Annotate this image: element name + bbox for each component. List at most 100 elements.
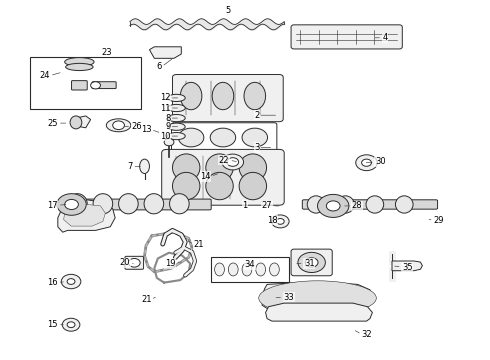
Ellipse shape — [178, 128, 204, 147]
Ellipse shape — [68, 194, 87, 214]
Bar — [211, 257, 289, 282]
Ellipse shape — [259, 281, 376, 315]
Text: 16: 16 — [47, 278, 58, 287]
Text: 15: 15 — [48, 320, 58, 329]
Ellipse shape — [168, 132, 185, 140]
Text: 21: 21 — [142, 295, 152, 304]
Text: 7: 7 — [127, 162, 132, 171]
Ellipse shape — [210, 128, 236, 147]
Ellipse shape — [206, 172, 233, 200]
Ellipse shape — [362, 159, 371, 166]
Ellipse shape — [242, 263, 252, 276]
Ellipse shape — [222, 154, 244, 170]
Ellipse shape — [140, 159, 149, 174]
Text: 30: 30 — [375, 157, 386, 166]
Ellipse shape — [164, 139, 174, 146]
Text: 35: 35 — [402, 263, 413, 271]
Ellipse shape — [318, 194, 349, 217]
FancyBboxPatch shape — [291, 25, 402, 49]
Text: 34: 34 — [245, 260, 255, 269]
Ellipse shape — [270, 263, 279, 276]
Text: 20: 20 — [120, 258, 130, 267]
Text: 26: 26 — [131, 122, 142, 131]
Ellipse shape — [256, 263, 266, 276]
Ellipse shape — [170, 194, 189, 214]
Ellipse shape — [172, 154, 200, 181]
Ellipse shape — [168, 104, 185, 112]
Ellipse shape — [206, 154, 233, 181]
FancyBboxPatch shape — [162, 149, 284, 205]
Polygon shape — [392, 261, 422, 271]
Text: 23: 23 — [101, 48, 112, 57]
Text: 11: 11 — [160, 104, 171, 113]
Ellipse shape — [356, 155, 377, 171]
Polygon shape — [58, 200, 115, 232]
Ellipse shape — [65, 199, 78, 210]
Ellipse shape — [70, 116, 82, 129]
Text: 31: 31 — [304, 259, 315, 268]
FancyBboxPatch shape — [125, 256, 144, 269]
Bar — [30, 57, 141, 109]
Ellipse shape — [326, 201, 340, 211]
FancyBboxPatch shape — [61, 199, 211, 210]
Ellipse shape — [244, 82, 266, 110]
FancyBboxPatch shape — [172, 75, 283, 122]
Ellipse shape — [172, 172, 200, 200]
Ellipse shape — [227, 158, 239, 166]
Text: 27: 27 — [261, 202, 272, 210]
FancyBboxPatch shape — [172, 123, 277, 152]
Ellipse shape — [215, 263, 224, 276]
Ellipse shape — [66, 63, 93, 71]
Text: 5: 5 — [225, 6, 230, 15]
Ellipse shape — [91, 82, 100, 89]
Ellipse shape — [168, 123, 185, 130]
Polygon shape — [73, 116, 91, 128]
Ellipse shape — [242, 128, 268, 147]
Text: 21: 21 — [194, 240, 204, 249]
Text: 13: 13 — [141, 125, 152, 134]
FancyBboxPatch shape — [302, 200, 438, 209]
Ellipse shape — [180, 82, 202, 110]
Text: 17: 17 — [47, 201, 58, 210]
Ellipse shape — [228, 263, 238, 276]
Text: 8: 8 — [165, 113, 171, 122]
Ellipse shape — [395, 196, 413, 213]
Ellipse shape — [57, 194, 86, 215]
Text: 32: 32 — [362, 330, 372, 338]
Text: 29: 29 — [434, 216, 444, 225]
Ellipse shape — [61, 274, 81, 289]
Ellipse shape — [67, 279, 75, 284]
Text: 2: 2 — [254, 111, 260, 120]
Ellipse shape — [168, 94, 185, 102]
FancyBboxPatch shape — [92, 82, 116, 89]
Ellipse shape — [67, 322, 75, 328]
Text: 33: 33 — [283, 292, 294, 302]
Ellipse shape — [298, 252, 325, 273]
Ellipse shape — [113, 121, 124, 130]
Ellipse shape — [366, 196, 384, 213]
Ellipse shape — [337, 196, 354, 213]
Polygon shape — [262, 283, 372, 314]
Ellipse shape — [212, 82, 234, 110]
Ellipse shape — [271, 215, 289, 228]
Text: 9: 9 — [165, 122, 171, 131]
Ellipse shape — [119, 194, 138, 214]
Ellipse shape — [65, 58, 94, 66]
Ellipse shape — [305, 258, 318, 267]
Polygon shape — [266, 303, 372, 321]
Text: 22: 22 — [219, 156, 229, 165]
Ellipse shape — [128, 258, 140, 267]
Polygon shape — [64, 204, 105, 226]
Polygon shape — [149, 47, 181, 58]
FancyBboxPatch shape — [72, 81, 87, 90]
Text: 10: 10 — [160, 132, 171, 140]
Ellipse shape — [276, 219, 284, 224]
Text: 1: 1 — [243, 201, 247, 210]
Ellipse shape — [239, 154, 267, 181]
Ellipse shape — [106, 119, 131, 132]
FancyBboxPatch shape — [291, 249, 332, 276]
Text: 14: 14 — [200, 172, 211, 181]
Text: 19: 19 — [165, 259, 175, 268]
Text: 6: 6 — [156, 62, 162, 71]
Text: 18: 18 — [267, 216, 278, 225]
